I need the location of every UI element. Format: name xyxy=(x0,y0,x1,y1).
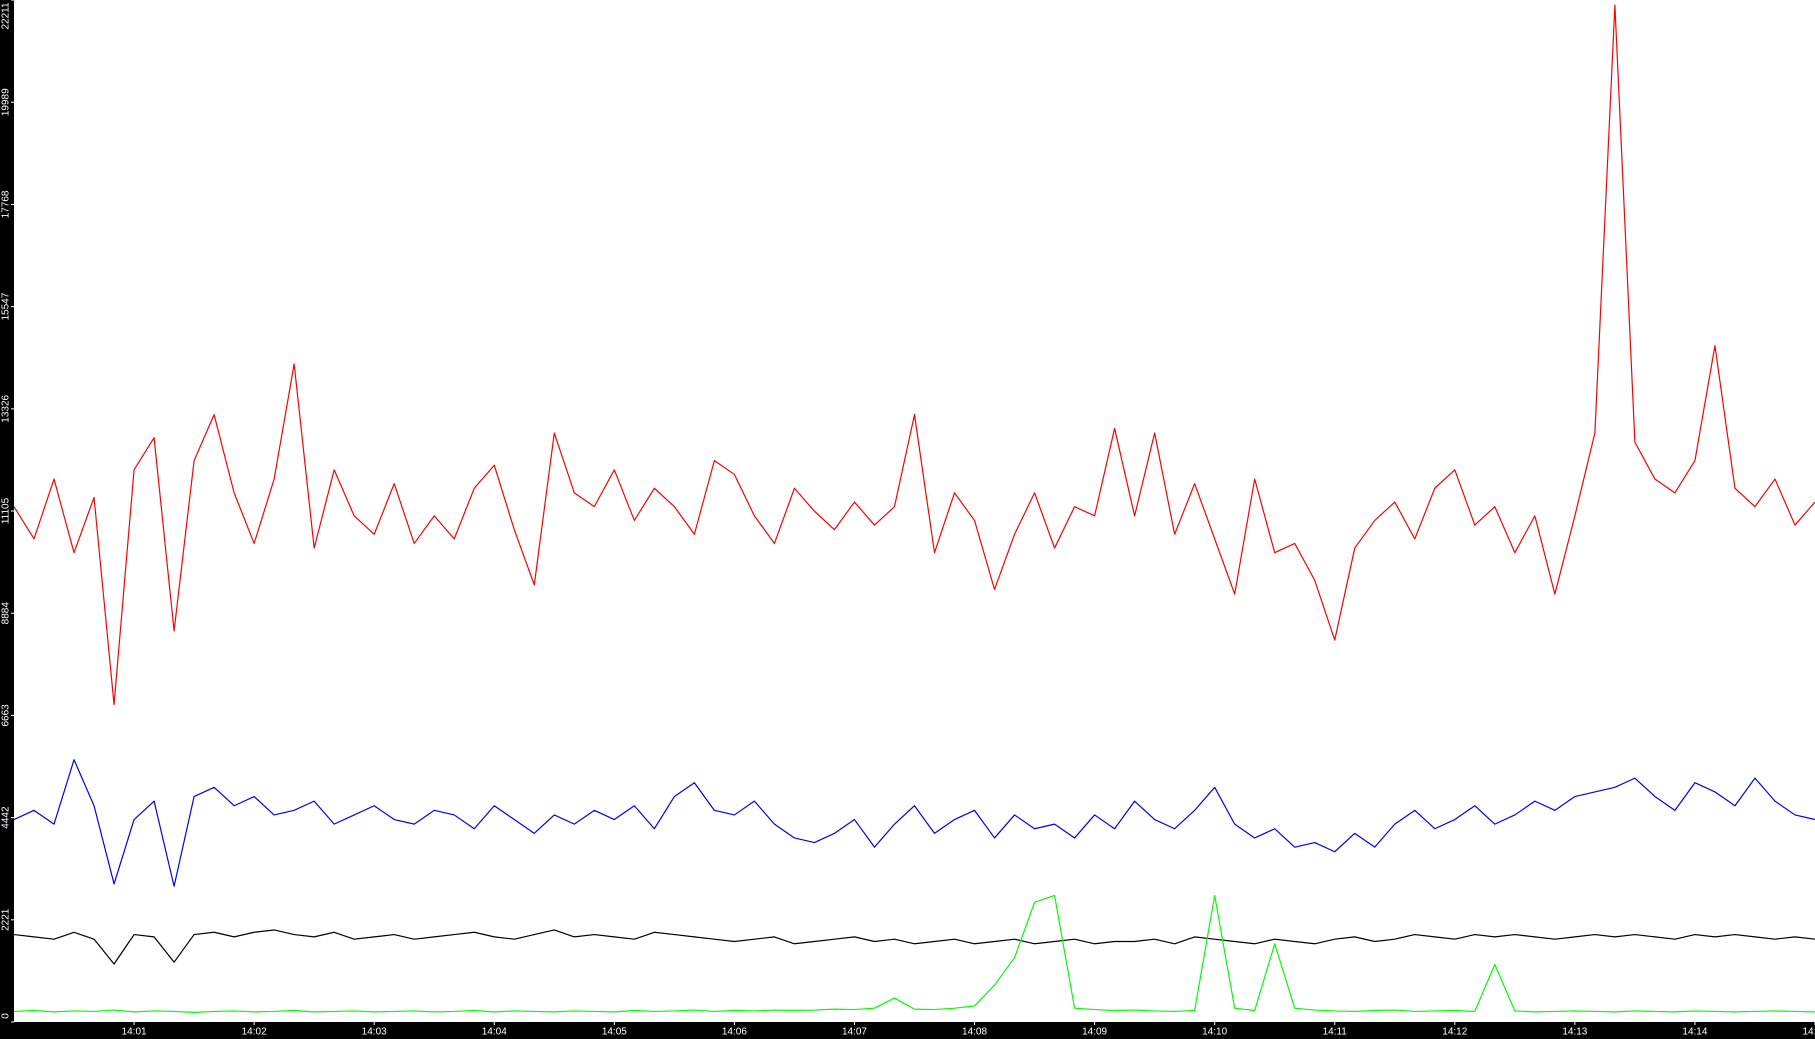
y-tick-label: 13326 xyxy=(1,394,12,422)
x-tick-label: 14:13 xyxy=(1562,1027,1587,1038)
x-tick-label: 14:12 xyxy=(1442,1027,1467,1038)
x-tick-label: 14:05 xyxy=(602,1027,627,1038)
y-tick-label: 6663 xyxy=(1,704,12,727)
y-tick-label: 17768 xyxy=(1,190,12,218)
x-tick-label: 14:15 xyxy=(1802,1027,1815,1038)
y-tick-label: 4442 xyxy=(1,806,12,829)
y-tick-label: 8884 xyxy=(1,602,12,625)
plot-area xyxy=(14,0,1815,1022)
x-tick-label: 14:04 xyxy=(482,1027,507,1038)
y-tick-label: 0 xyxy=(1,1013,12,1019)
x-tick-label: 14:01 xyxy=(122,1027,147,1038)
series-line xyxy=(13,929,1815,965)
x-tick-label: 14:10 xyxy=(1202,1027,1227,1038)
y-tick-label: 22211 xyxy=(1,2,12,30)
x-tick-label: 14:08 xyxy=(962,1027,987,1038)
x-tick-label: 14:03 xyxy=(362,1027,387,1038)
y-tick-label: 2221 xyxy=(1,908,12,931)
x-tick-label: 14:02 xyxy=(242,1027,267,1038)
x-tick-label: 14:11 xyxy=(1323,1027,1348,1038)
x-tick-label: 14:14 xyxy=(1682,1027,1707,1038)
series-line xyxy=(13,4,1815,706)
y-tick-label: 19989 xyxy=(1,88,12,116)
x-tick-label: 14:09 xyxy=(1082,1027,1107,1038)
x-tick-label: 14:07 xyxy=(842,1027,867,1038)
x-tick-label: 14:06 xyxy=(722,1027,747,1038)
y-tick-label: 11105 xyxy=(1,497,12,524)
y-tick-label: 15547 xyxy=(1,292,12,320)
series-line xyxy=(13,759,1815,887)
series-line xyxy=(13,894,1815,1013)
